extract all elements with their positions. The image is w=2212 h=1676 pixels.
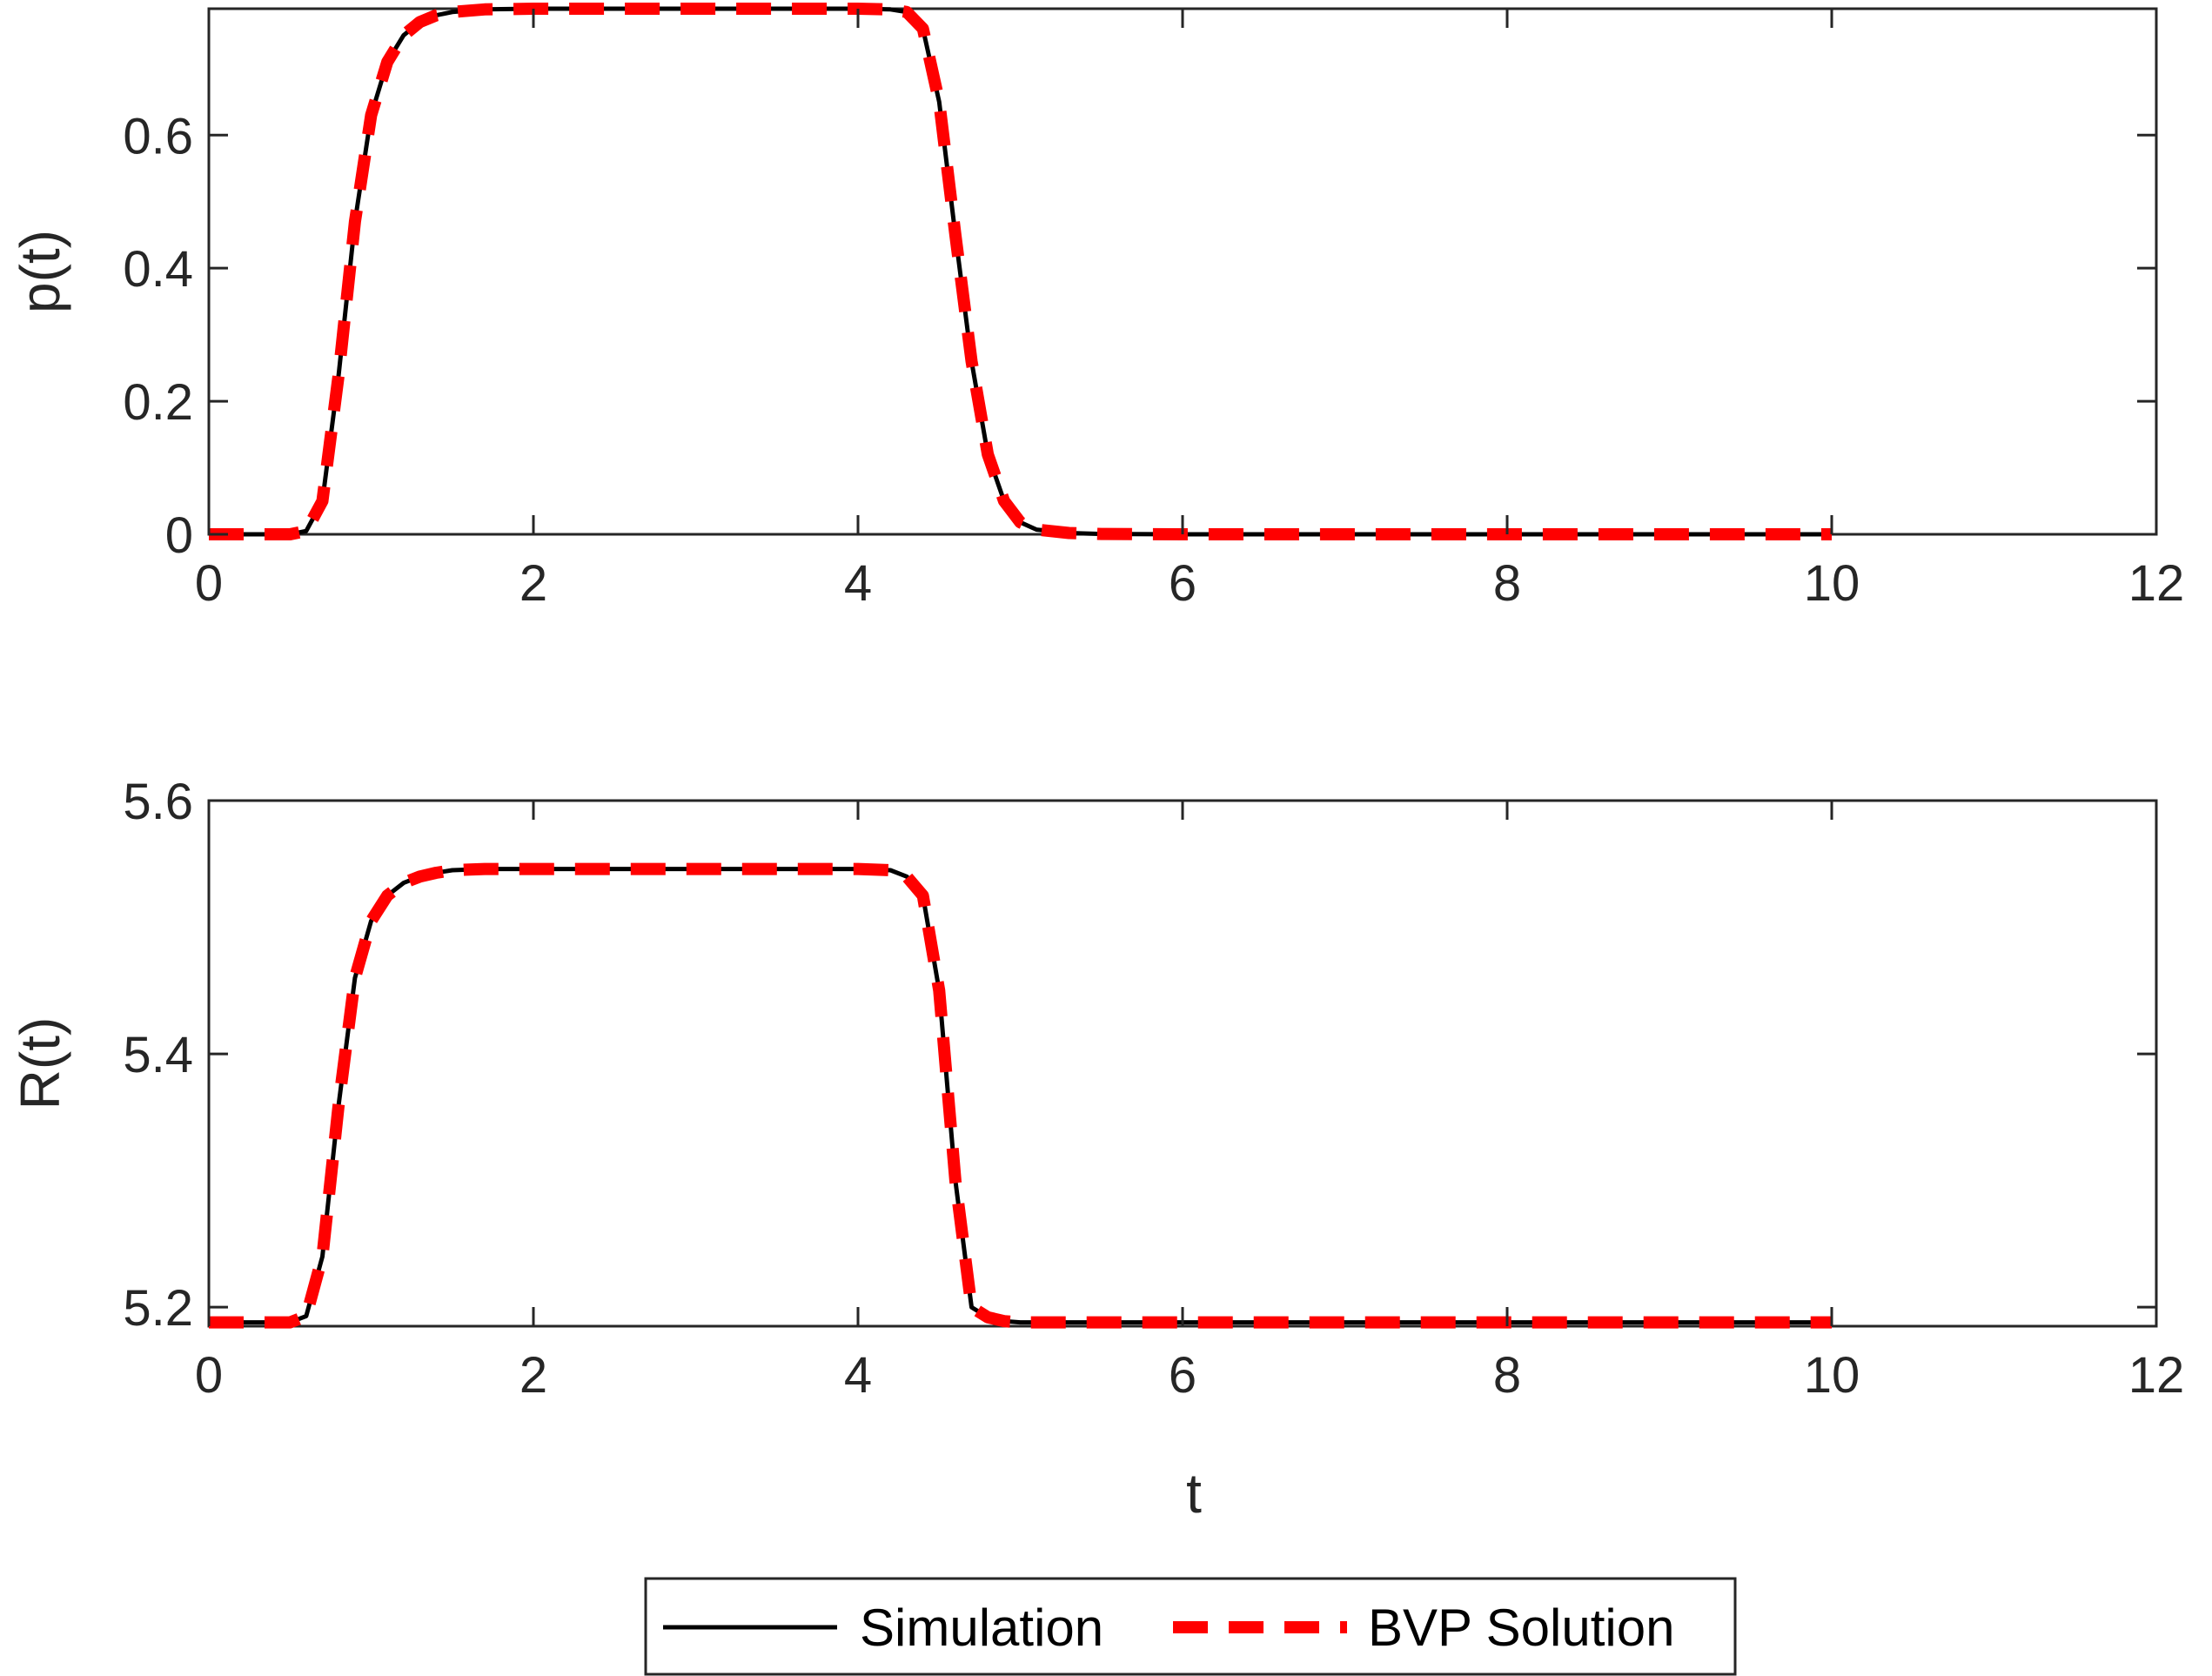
xtick-label-p: 12 (2128, 555, 2185, 612)
xtick-label-r: 12 (2128, 1347, 2185, 1404)
xtick-label-r: 8 (1493, 1347, 1521, 1404)
ticks-r: 0 2 4 6 8 10 12 5.2 5.4 5.6 (123, 774, 2184, 1404)
series-bvp-r (209, 862, 1832, 1329)
ylabel-r: R(t) (9, 1017, 71, 1110)
ytick-label-p: 0 (165, 507, 193, 564)
legend: Simulation BVP Solution (644, 1577, 1737, 1676)
xtick-label-r: 4 (844, 1347, 872, 1404)
ytick-label-r: 5.2 (123, 1280, 193, 1337)
xtick-label-p: 4 (844, 555, 872, 612)
legend-label-bvp: BVP Solution (1368, 1599, 1674, 1657)
xtick-label-p: 8 (1493, 555, 1521, 612)
xtick-label-r: 0 (195, 1347, 223, 1404)
xtick-label-p: 6 (1169, 555, 1196, 612)
ytick-label-p: 0.2 (123, 374, 193, 431)
xtick-label-p: 0 (195, 555, 223, 612)
xtick-label-r: 10 (1804, 1347, 1860, 1404)
ytick-label-r: 5.6 (123, 774, 193, 830)
ylabel-p: p(t) (9, 230, 71, 313)
xtick-label-r: 2 (519, 1347, 547, 1404)
ticks-p: 0 2 4 6 8 10 12 0 0.2 0.4 0.6 (123, 9, 2184, 612)
xtick-label-r: 6 (1169, 1347, 1196, 1404)
xtick-label-p: 10 (1804, 555, 1860, 612)
ytick-label-p: 0.6 (123, 108, 193, 164)
subplot-p: 0 2 4 6 8 10 12 0 0.2 0.4 0.6 p(t) (9, 3, 2184, 612)
ytick-label-r: 5.4 (123, 1027, 193, 1083)
xtick-label-p: 2 (519, 555, 547, 612)
ytick-label-p: 0.4 (123, 241, 193, 298)
subplot-r: 0 2 4 6 8 10 12 5.2 5.4 5.6 R(t) t (9, 774, 2184, 1525)
legend-label-simulation: Simulation (860, 1599, 1103, 1657)
xlabel-t: t (1186, 1462, 1202, 1525)
